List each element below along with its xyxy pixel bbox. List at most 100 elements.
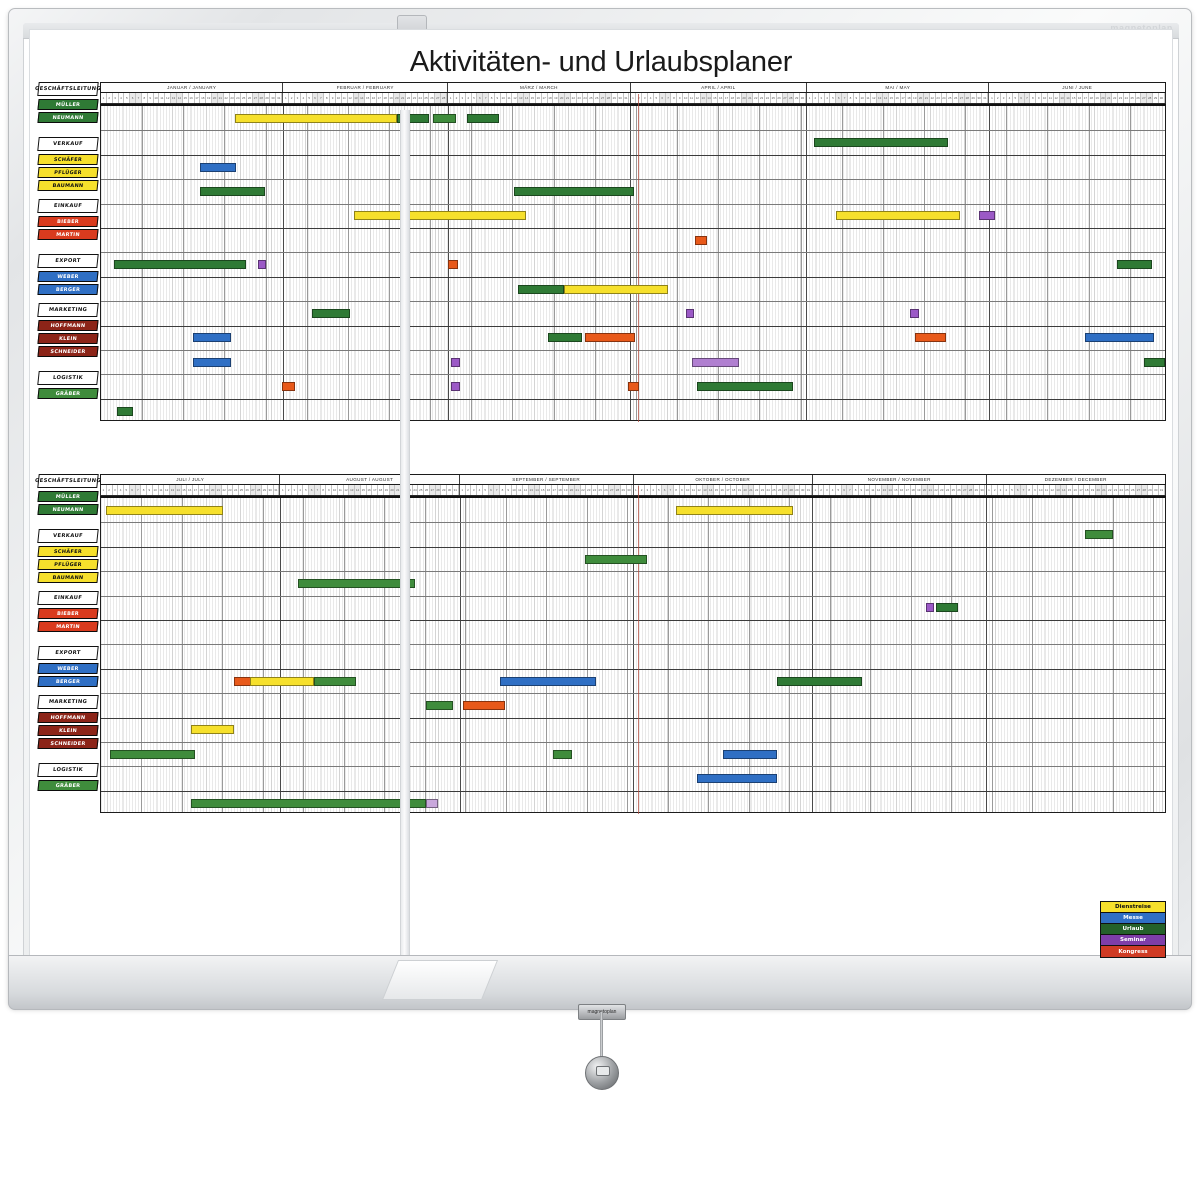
day-cell[interactable]: 4 (648, 93, 654, 103)
planner-bar-urlaub[interactable] (311, 308, 350, 318)
day-cell[interactable]: 15 (714, 485, 720, 495)
day-cell[interactable]: 31 (1159, 485, 1165, 495)
day-cell[interactable]: 9 (1036, 93, 1043, 103)
day-cell[interactable]: 18 (558, 485, 564, 495)
day-cell[interactable]: 3 (645, 485, 651, 495)
day-cell[interactable]: 4 (301, 93, 307, 103)
planner-bar-seminar[interactable] (925, 603, 935, 613)
day-cell[interactable]: 31 (982, 93, 989, 103)
day-cell[interactable]: 7 (847, 485, 854, 495)
day-cell[interactable]: 24 (945, 485, 951, 495)
day-cell[interactable]: 19 (916, 485, 923, 495)
day-cell[interactable]: 22 (581, 485, 587, 495)
day-cell[interactable]: 1 (460, 485, 466, 495)
day-cell[interactable]: 13 (1055, 485, 1062, 495)
day-cell[interactable]: 9 (495, 93, 501, 103)
day-cell[interactable]: 26 (957, 485, 963, 495)
day-cell[interactable]: 13 (877, 93, 884, 103)
day-cell[interactable]: 13 (1059, 93, 1066, 103)
day-cell[interactable]: 17 (195, 93, 201, 103)
planner-bar-urlaub[interactable] (776, 676, 862, 686)
day-cell[interactable]: 26 (247, 93, 253, 103)
planner-bar-kongress[interactable] (627, 382, 640, 392)
day-cell[interactable]: 18 (378, 485, 384, 495)
day-cell[interactable]: 8 (321, 485, 327, 495)
day-cell[interactable]: 13 (170, 485, 176, 495)
day-cell[interactable]: 22 (934, 485, 940, 495)
day-cell[interactable]: 26 (424, 485, 430, 495)
day-cell[interactable]: 7 (314, 485, 321, 495)
day-cell[interactable]: 27 (962, 485, 969, 495)
day-cell[interactable]: 21 (1101, 485, 1108, 495)
sidebar-person-row[interactable]: SCHÄFER (37, 546, 99, 557)
day-cell[interactable]: 19 (384, 485, 390, 495)
day-cell[interactable]: 5 (303, 485, 310, 495)
day-cell[interactable]: 15 (1067, 485, 1073, 495)
day-cell[interactable]: 29 (441, 485, 448, 495)
day-cell[interactable]: 12 (512, 93, 519, 103)
day-cell[interactable]: 1 (987, 485, 993, 495)
day-cell[interactable]: 4 (466, 93, 472, 103)
day-cell[interactable]: 16 (187, 485, 193, 495)
day-cell[interactable]: 29 (971, 93, 977, 103)
day-cell[interactable]: 23 (586, 485, 593, 495)
day-cell[interactable]: 24 (418, 93, 424, 103)
sidebar-person-row[interactable]: BAUMANN (37, 180, 99, 191)
day-cell[interactable]: 18 (730, 93, 736, 103)
planner-bar-seminar[interactable] (978, 211, 995, 221)
day-cell[interactable]: 2 (466, 485, 472, 495)
day-cell[interactable]: 8 (674, 485, 680, 495)
day-cell[interactable]: 30 (1153, 485, 1160, 495)
day-cell[interactable]: 12 (344, 485, 350, 495)
planner-bar-dienstreise[interactable] (191, 725, 234, 735)
day-cell[interactable]: 21 (747, 93, 754, 103)
sidebar-person-row[interactable]: HOFFMANN (37, 320, 99, 331)
day-cell[interactable]: 14 (708, 485, 714, 495)
day-cell[interactable]: 30 (270, 93, 277, 103)
planner-bar-urlaub[interactable] (1117, 260, 1153, 270)
day-cell[interactable]: 27 (782, 93, 789, 103)
planner-bar-dienstreise[interactable] (106, 505, 224, 515)
day-cell[interactable]: 5 (124, 93, 131, 103)
day-cell[interactable]: 3 (471, 485, 478, 495)
day-cell[interactable]: 19 (206, 93, 213, 103)
planner-bar-messe[interactable] (1085, 333, 1155, 343)
planner-bar-kongress[interactable] (281, 382, 295, 392)
day-cell[interactable]: 30 (800, 93, 806, 103)
day-cell[interactable]: 19 (1090, 485, 1096, 495)
day-cell[interactable]: 20 (389, 485, 396, 495)
day-cell[interactable]: 12 (348, 93, 354, 103)
day-cell[interactable]: 29 (1148, 485, 1154, 495)
day-cell[interactable]: 9 (330, 93, 336, 103)
day-cell[interactable]: 16 (367, 485, 373, 495)
day-cell[interactable]: 3 (642, 93, 649, 103)
day-cell[interactable]: 31 (624, 93, 630, 103)
day-cell[interactable]: 24 (766, 485, 772, 495)
day-cell[interactable]: 16 (536, 93, 542, 103)
day-cell[interactable]: 1 (813, 485, 819, 495)
planner-bar-urlaub[interactable] (585, 554, 647, 564)
planner-bar-urlaub[interactable] (553, 749, 573, 759)
day-cell[interactable]: 11 (159, 485, 165, 495)
day-cell[interactable]: 12 (876, 485, 882, 495)
day-cell[interactable]: 15 (530, 93, 536, 103)
day-cell[interactable]: 3 (295, 93, 301, 103)
day-cell[interactable]: 2 (992, 485, 999, 495)
day-cell[interactable]: 27 (609, 485, 616, 495)
day-cell[interactable]: 17 (724, 93, 730, 103)
planner-bar-dienstreise[interactable] (675, 505, 793, 515)
planner-bar-urlaub[interactable] (297, 578, 415, 588)
day-cell[interactable]: 20 (922, 485, 928, 495)
day-cell[interactable]: 25 (771, 93, 777, 103)
day-cell[interactable]: 23 (936, 93, 942, 103)
day-cell[interactable]: 10 (860, 93, 866, 103)
day-cell[interactable]: 7 (136, 93, 142, 103)
day-cell[interactable]: 28 (256, 485, 262, 495)
day-cell[interactable]: 16 (1077, 93, 1083, 103)
day-cell[interactable]: 27 (1141, 93, 1148, 103)
planner-bar-urlaub[interactable] (813, 138, 948, 148)
day-cell[interactable]: 14 (706, 93, 713, 103)
day-cell[interactable]: 13 (518, 93, 525, 103)
day-cell[interactable]: 20 (1100, 93, 1107, 103)
day-cell[interactable]: 18 (1084, 485, 1091, 495)
